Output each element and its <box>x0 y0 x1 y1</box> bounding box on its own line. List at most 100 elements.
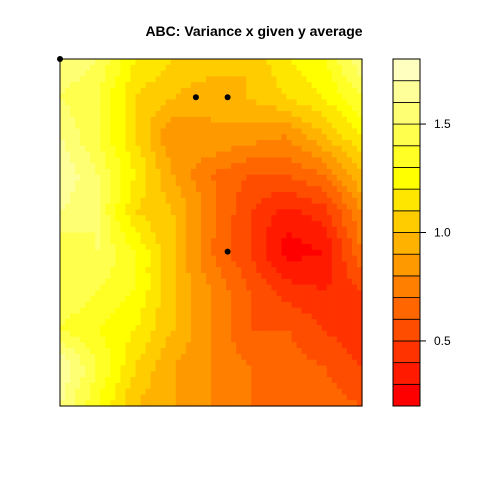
heatmap-cell <box>175 244 182 251</box>
heatmap-cell <box>175 180 182 187</box>
heatmap-cell <box>326 249 333 257</box>
heatmap-cell <box>90 139 96 147</box>
heatmap-cell <box>155 209 162 216</box>
heatmap-cell <box>331 145 338 153</box>
heatmap-cell <box>145 105 152 112</box>
heatmap-cell <box>125 365 132 372</box>
heatmap-cell <box>221 70 227 77</box>
heatmap-cell <box>271 151 278 158</box>
heatmap-cell <box>316 93 323 101</box>
heatmap-cell <box>65 64 71 72</box>
heatmap-cell <box>150 186 157 193</box>
heatmap-cell <box>110 325 116 332</box>
heatmap-cell <box>331 400 338 407</box>
heatmap-cell <box>246 134 252 141</box>
heatmap-cell <box>205 249 212 257</box>
heatmap-cell <box>316 377 323 384</box>
heatmap-cell <box>140 400 147 407</box>
heatmap-cell <box>236 105 242 112</box>
heatmap-cell <box>321 76 328 83</box>
heatmap-cell <box>346 342 353 349</box>
heatmap-cell <box>251 93 257 101</box>
heatmap-cell <box>281 134 288 141</box>
heatmap-cell <box>80 353 86 361</box>
heatmap-cell <box>351 336 358 343</box>
heatmap-cell <box>180 382 187 390</box>
heatmap-cell <box>95 122 101 129</box>
heatmap-cell <box>341 382 348 390</box>
heatmap-cell <box>351 87 358 95</box>
heatmap-cell <box>301 215 308 222</box>
heatmap-cell <box>246 128 252 135</box>
heatmap-cell <box>170 99 177 106</box>
heatmap-cell <box>60 382 66 390</box>
heatmap-cell <box>130 157 137 164</box>
heatmap-cell <box>135 76 142 83</box>
heatmap-cell <box>110 186 116 193</box>
heatmap-cell <box>246 325 252 332</box>
heatmap-cell <box>296 151 303 158</box>
heatmap-cell <box>160 128 167 135</box>
heatmap-cell <box>180 319 187 326</box>
heatmap-cell <box>90 197 96 205</box>
heatmap-cell <box>296 70 303 77</box>
heatmap-cell <box>135 359 142 367</box>
heatmap-cell <box>115 134 121 141</box>
heatmap-cell <box>231 325 237 332</box>
heatmap-cell <box>105 128 111 135</box>
heatmap-cell <box>331 134 338 141</box>
heatmap-cell <box>120 267 127 274</box>
heatmap-cell <box>195 215 202 222</box>
heatmap-cell <box>140 174 147 182</box>
heatmap-cell <box>145 122 152 129</box>
heatmap-cell <box>70 209 76 216</box>
heatmap-cell <box>100 59 106 66</box>
heatmap-cell <box>281 313 288 320</box>
heatmap-cell <box>321 365 328 372</box>
heatmap-cell <box>170 342 177 349</box>
heatmap-cell <box>296 301 303 309</box>
heatmap-cell <box>70 388 76 396</box>
heatmap-cell <box>261 290 267 297</box>
heatmap-cell <box>211 209 217 216</box>
heatmap-cell <box>145 325 152 332</box>
heatmap-cell <box>306 116 313 124</box>
heatmap-cell <box>351 134 358 141</box>
heatmap-cell <box>326 267 333 274</box>
heatmap-cell <box>150 226 157 234</box>
heatmap-cell <box>301 64 308 72</box>
heatmap-cell <box>135 296 142 303</box>
heatmap-cell <box>321 377 328 384</box>
heatmap-cell <box>180 226 187 234</box>
heatmap-cell <box>226 139 232 147</box>
heatmap-cell <box>291 313 298 320</box>
heatmap-cell <box>296 249 303 257</box>
heatmap-cell <box>271 400 278 407</box>
heatmap-cell <box>286 168 293 176</box>
heatmap-cell <box>316 238 323 245</box>
heatmap-cell <box>326 134 333 141</box>
heatmap-cell <box>175 307 182 315</box>
heatmap-cell <box>195 371 202 378</box>
heatmap-cell <box>216 226 222 234</box>
heatmap-cell <box>221 267 227 274</box>
heatmap-cell <box>90 232 96 239</box>
heatmap-cell <box>306 394 313 401</box>
heatmap-cell <box>311 290 318 297</box>
heatmap-cell <box>130 325 137 332</box>
heatmap-cell <box>251 163 257 170</box>
heatmap-cell <box>150 342 157 349</box>
heatmap-cell <box>271 319 278 326</box>
heatmap-cell <box>271 348 278 355</box>
heatmap-cell <box>311 64 318 72</box>
heatmap-cell <box>331 70 338 77</box>
heatmap-cell <box>281 145 288 153</box>
heatmap-cell <box>316 272 323 280</box>
heatmap-cell <box>341 319 348 326</box>
heatmap-cell <box>351 220 358 228</box>
heatmap-cell <box>291 151 298 158</box>
heatmap-cell <box>211 278 217 286</box>
heatmap-cell <box>271 365 278 372</box>
heatmap-cell <box>246 87 252 95</box>
heatmap-cell <box>190 157 197 164</box>
